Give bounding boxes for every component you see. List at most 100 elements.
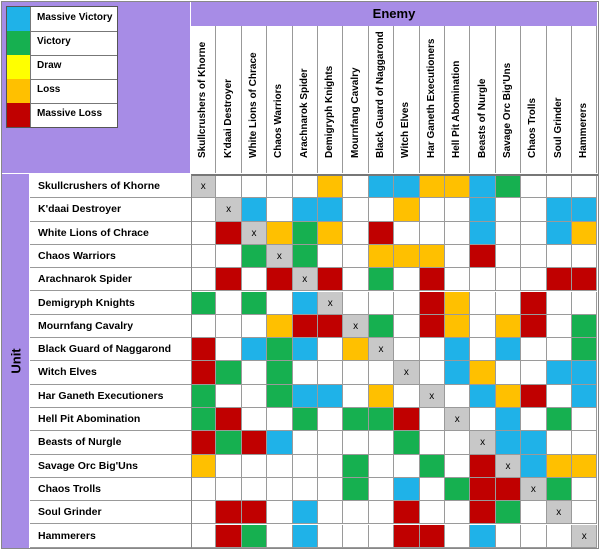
matchup-cell: [419, 175, 445, 199]
matchup-cell: [292, 221, 318, 245]
matchup-cell: [368, 431, 395, 455]
matchup-cell: [191, 268, 217, 292]
matchup-cell: [546, 524, 572, 548]
matchup-cell: [267, 291, 293, 315]
matchup-cell: [368, 454, 395, 478]
matchup-cell: [191, 384, 217, 408]
matchup-cell: [419, 268, 445, 292]
matchup-cell: [445, 501, 471, 525]
matchup-cell: [292, 175, 318, 199]
matchup-cell: [394, 175, 420, 199]
matchup-cell: [394, 314, 420, 339]
matchup-cell: [318, 477, 344, 502]
matchup-cell: [470, 477, 496, 502]
column-header-label: Mournfang Cavalry: [349, 67, 361, 158]
matchup-cell: [318, 198, 344, 222]
matchup-cell: [267, 175, 293, 199]
legend-item-massive-loss: Massive Loss: [7, 103, 117, 127]
legend-swatch: [7, 7, 31, 31]
matchup-cell: [216, 338, 242, 362]
matchup-cell: [318, 384, 344, 408]
column-header-label: Beasts of Nurgle: [476, 78, 488, 158]
column-header-label: Black Guard of Naggarond: [374, 31, 386, 158]
matchup-cell: [470, 268, 496, 292]
matchup-cell: [292, 244, 318, 269]
matchup-cell: [521, 338, 547, 362]
matchup-cell: [470, 244, 496, 269]
matchup-cell: [241, 175, 268, 199]
matchup-cell: x: [267, 244, 293, 269]
matchup-cell: [318, 524, 344, 548]
matchup-cell: [419, 244, 445, 269]
matchup-cell: [546, 408, 572, 432]
matchup-cell: [419, 524, 445, 548]
matchup-cell: [445, 361, 471, 385]
matchup-cell: [521, 268, 547, 292]
matchup-cell: [343, 175, 369, 199]
column-header: Hammerers: [572, 26, 598, 173]
matchup-cell: [292, 501, 318, 525]
matchup-cell: [521, 501, 547, 525]
matchup-cell: [241, 454, 268, 478]
matchup-cell: [521, 361, 547, 385]
matchup-cell: [419, 361, 445, 385]
column-header-label: Hammerers: [578, 102, 590, 158]
row-header: Hammerers: [30, 524, 191, 548]
matchup-cell: [191, 291, 217, 315]
matchup-cell: [292, 291, 318, 315]
matchup-cell: [343, 361, 369, 385]
row-header: Skullcrushers of Khorne: [30, 175, 191, 199]
matchup-cell: [521, 431, 547, 455]
matchup-cell: [216, 524, 242, 548]
column-header: Witch Elves: [394, 26, 420, 173]
legend-swatch: [7, 31, 31, 55]
column-header: Hell Pit Abomination: [445, 26, 471, 173]
matchup-cell: [318, 501, 344, 525]
matchup-cell: [445, 524, 471, 548]
matchup-cell: [241, 501, 268, 525]
matchup-cell: x: [495, 454, 522, 478]
matchup-cell: [216, 501, 242, 525]
matchup-cell: [343, 431, 369, 455]
matchup-cell: [216, 454, 242, 478]
matchup-cell: [445, 384, 471, 408]
column-header: Arachnarok Spider: [292, 26, 318, 173]
column-header: K'daai Destroyer: [216, 26, 242, 173]
matchup-cell: x: [470, 431, 496, 455]
matchup-cell: [216, 175, 242, 199]
matchup-cell: [267, 477, 293, 502]
matchup-cell: [445, 268, 471, 292]
matchup-cell: [292, 408, 318, 432]
matchup-cell: [292, 384, 318, 408]
row-header: Chaos Trolls: [30, 477, 191, 502]
matchup-cell: [267, 198, 293, 222]
row-header: White Lions of Chrace: [30, 221, 191, 245]
column-header-label: Arachnarok Spider: [298, 68, 310, 158]
column-header-label: Hell Pit Abomination: [451, 60, 463, 158]
matchup-cell: [470, 291, 496, 315]
matchup-cell: [495, 384, 522, 408]
matchup-cell: x: [216, 198, 242, 222]
legend-panel: Massive Victory Victory Draw Loss Massive Lo…: [2, 2, 190, 173]
matchup-cell: [394, 454, 420, 478]
matchup-cell: x: [445, 408, 471, 432]
matchup-cell: [546, 175, 572, 199]
matchup-cell: x: [572, 524, 598, 548]
row-header: Chaos Warriors: [30, 244, 191, 269]
matchup-cell: [368, 291, 395, 315]
matchup-cell: [521, 291, 547, 315]
matchup-cell: x: [241, 221, 268, 245]
matchup-cell: [394, 198, 420, 222]
matchup-cell: [445, 291, 471, 315]
matchup-cell: [572, 314, 598, 339]
matchup-cell: x: [546, 501, 572, 525]
matchup-cell: [419, 477, 445, 502]
matchup-cell: [546, 268, 572, 292]
matchup-cell: [343, 524, 369, 548]
matchup-cell: [495, 175, 522, 199]
matchup-cell: [241, 244, 268, 269]
matchup-cell: [292, 524, 318, 548]
matchup-cell: [216, 221, 242, 245]
matchup-cell: [521, 384, 547, 408]
column-header-label: Chaos Trolls: [527, 97, 539, 158]
